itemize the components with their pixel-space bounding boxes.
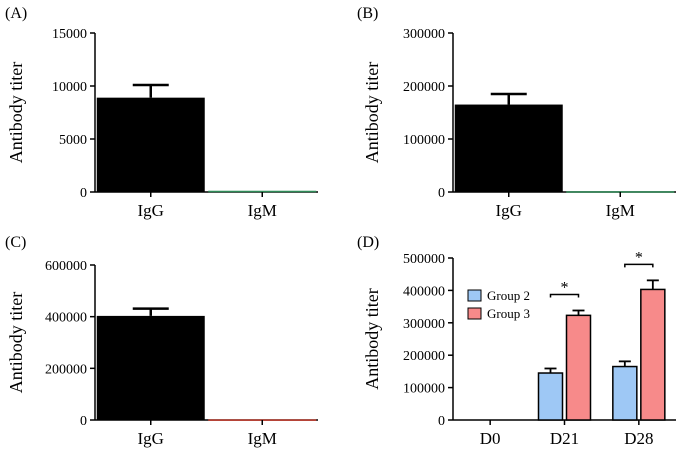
y-axis-label: Antibody titer (6, 292, 26, 394)
x-tick-label: IgM (248, 429, 277, 448)
bar-igm (566, 191, 675, 193)
y-tick-label: 100000 (403, 133, 445, 148)
y-tick-label: 0 (438, 414, 445, 429)
y-axis-label: Antibody titer (362, 288, 382, 390)
y-tick-label: 0 (438, 186, 445, 201)
y-tick-label: 0 (80, 186, 87, 201)
x-tick-label: D21 (550, 429, 579, 448)
panel-label: (A) (5, 5, 27, 22)
bar-igg (454, 104, 563, 192)
y-tick-label: 10000 (52, 80, 87, 95)
significance-star: * (635, 249, 643, 266)
significance-bracket (549, 293, 580, 298)
y-tick-label: 15000 (52, 27, 87, 42)
y-tick-label: 300000 (403, 27, 445, 42)
y-tick-label: 200000 (45, 362, 87, 377)
y-tick-label: 500000 (403, 252, 445, 267)
panel-label: (C) (5, 234, 26, 251)
bar-group-2-d21 (537, 372, 564, 421)
x-tick-label: IgM (248, 201, 277, 220)
y-tick-label: 600000 (45, 259, 87, 274)
y-tick-label: 400000 (403, 284, 445, 299)
y-tick-label: 100000 (403, 382, 445, 397)
y-axis-label: Antibody titer (362, 62, 382, 164)
y-tick-label: 300000 (403, 317, 445, 332)
bar-group-2-d28 (612, 365, 638, 421)
bar-group-3-d21 (565, 314, 592, 421)
legend-label: Group 3 (487, 306, 530, 321)
x-tick-label: IgG (496, 201, 522, 220)
significance-star: * (561, 279, 569, 296)
significance-bracket (624, 263, 654, 268)
x-tick-label: D0 (480, 429, 501, 448)
y-tick-label: 0 (80, 414, 87, 429)
y-tick-label: 5000 (59, 133, 87, 148)
y-tick-label: 400000 (45, 311, 87, 326)
bar-igm (208, 190, 317, 193)
bar-group-3-d28 (640, 288, 666, 421)
legend-label: Group 2 (487, 288, 530, 303)
y-tick-label: 200000 (403, 80, 445, 95)
y-axis-label: Antibody titer (6, 62, 26, 164)
legend-swatch-group-2 (467, 289, 482, 302)
panel-label: (B) (357, 5, 378, 22)
legend-swatch-group-3 (467, 307, 482, 320)
bar-igg (96, 97, 205, 192)
x-tick-label: IgM (606, 201, 635, 220)
x-tick-label: IgG (138, 429, 164, 448)
y-tick-label: 200000 (403, 349, 445, 364)
x-tick-label: IgG (138, 201, 164, 220)
x-tick-label: D28 (624, 429, 653, 448)
bar-igg (96, 315, 205, 420)
panel-label: (D) (357, 234, 379, 251)
